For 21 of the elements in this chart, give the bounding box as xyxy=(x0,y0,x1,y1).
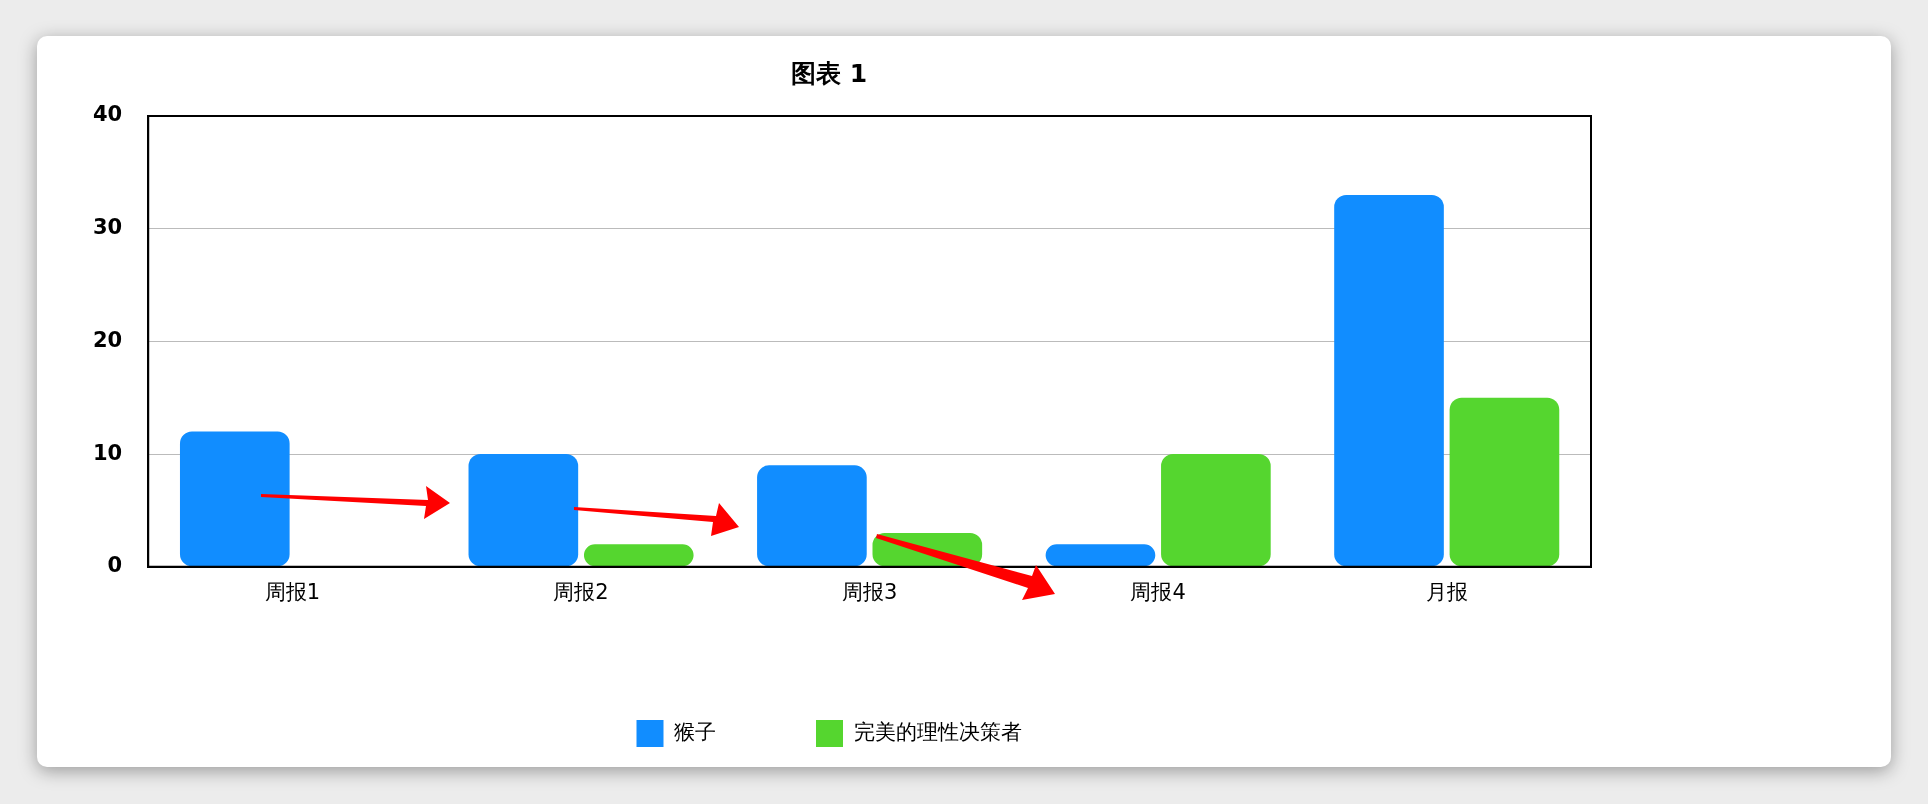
bar xyxy=(468,454,579,567)
x-tick-label: 周报3 xyxy=(841,579,898,604)
y-tick-label: 0 xyxy=(107,553,123,578)
bar xyxy=(1449,397,1560,567)
x-tick-label: 周报4 xyxy=(1130,579,1186,604)
x-tick-label: 周报2 xyxy=(553,579,609,604)
y-tick-label: 40 xyxy=(92,102,123,127)
bar xyxy=(1045,544,1156,567)
chart-title: 图表 1 xyxy=(790,58,868,88)
bar xyxy=(583,544,694,567)
bar xyxy=(179,431,290,567)
bar xyxy=(757,465,867,567)
x-tick-label: 月报 xyxy=(1425,579,1468,604)
bar xyxy=(1334,194,1444,567)
y-tick-label: 30 xyxy=(92,215,123,240)
bar xyxy=(1161,454,1271,567)
x-tick-label: 周报1 xyxy=(264,579,321,604)
y-tick-label: 10 xyxy=(92,440,123,465)
legend-label: 完美的理性决策者 xyxy=(853,719,1022,744)
legend-label: 猴子 xyxy=(674,719,716,744)
y-tick-label: 20 xyxy=(92,327,123,352)
